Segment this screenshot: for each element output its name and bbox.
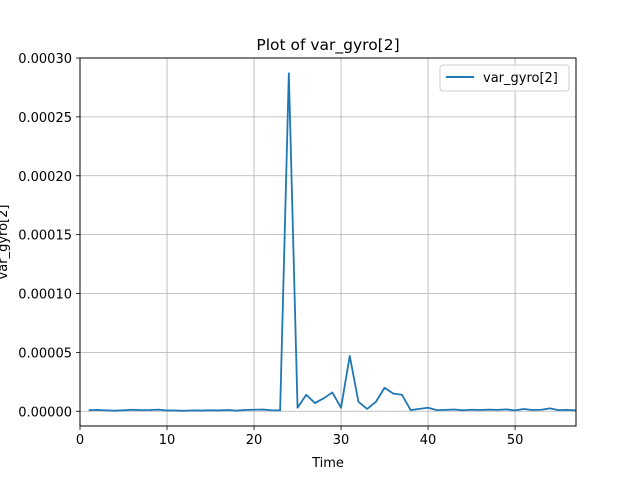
- x-tick-label: 40: [420, 433, 437, 448]
- y-tick-label: 0.00030: [18, 52, 72, 67]
- x-axis-label: Time: [311, 456, 344, 471]
- x-tick-label: 30: [333, 433, 350, 448]
- y-tick-label: 0.00000: [18, 405, 72, 420]
- x-tick-label: 10: [159, 433, 176, 448]
- legend-label: var_gyro[2]: [483, 71, 558, 86]
- y-tick-label: 0.00010: [18, 288, 72, 303]
- x-tick-label: 0: [76, 433, 84, 448]
- y-tick-label: 0.00005: [18, 346, 72, 361]
- legend-box: [439, 64, 570, 92]
- x-tick-label: 20: [246, 433, 263, 448]
- y-tick-label: 0.00015: [18, 229, 72, 244]
- x-tick-label: 50: [507, 433, 524, 448]
- axis-ticks: 0 10 20 30 40 50 0.00000 0.00005 0.00010 0.00015 0…: [18, 52, 523, 448]
- y-tick-label: 0.00025: [18, 111, 72, 126]
- legend: var_gyro[2]: [439, 64, 570, 92]
- series-layer: [88, 72, 577, 412]
- plot-frame: [79, 57, 577, 427]
- chart-title: Plot of var_gyro[2]: [256, 36, 399, 55]
- series-line-var-gyro-2: [88, 72, 577, 412]
- y-axis-label: var_gyro[2]: [0, 205, 11, 280]
- grid-lines: [79, 57, 576, 426]
- y-tick-label: 0.00020: [18, 170, 72, 185]
